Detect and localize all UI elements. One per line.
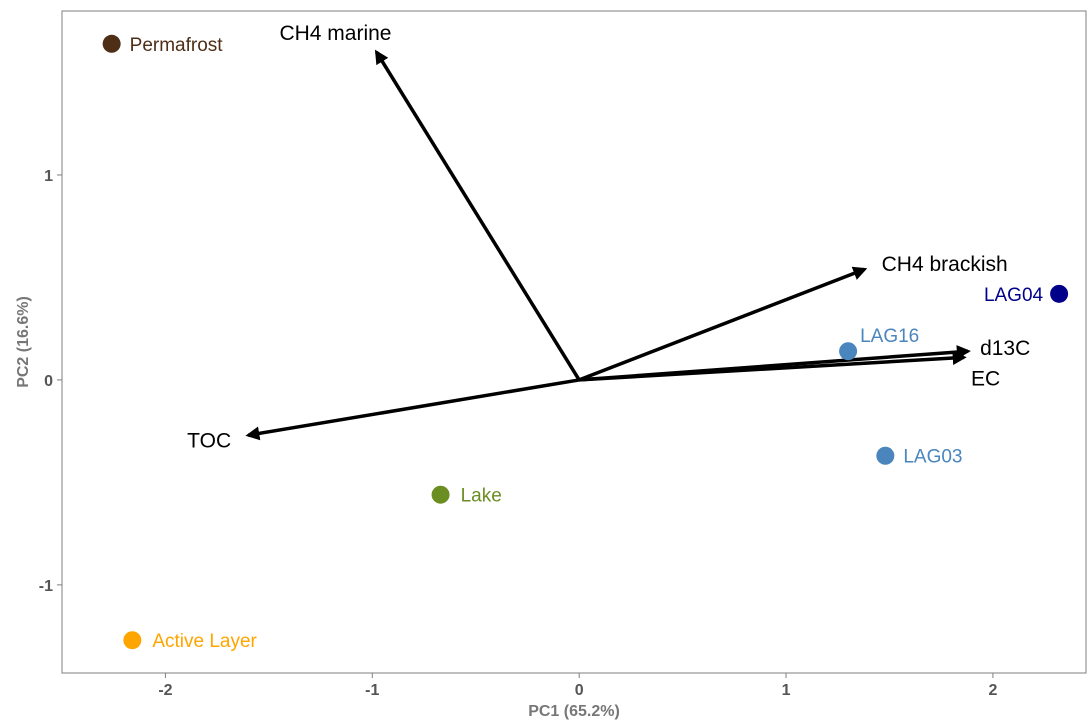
y-tick-label: 0 [44,373,53,390]
vector-label-ch4-marine: CH4 marine [279,22,391,45]
point-lag04 [1050,284,1069,303]
point-lake [431,485,450,504]
x-tick-label: -2 [158,682,172,699]
point-label-lag03: LAG03 [903,447,962,468]
point-label-permafrost: Permafrost [130,35,224,56]
vector-arrow-toc [245,378,580,441]
y-tick-label: -1 [39,578,53,595]
vector-arrow-ec [579,351,967,382]
x-tick-label: 1 [782,682,791,699]
x-axis-title: PC1 (65.2%) [528,703,620,720]
vector-arrow-ch4-brackish [578,266,868,382]
point-active-layer [123,631,142,650]
x-tick-label: 0 [575,682,584,699]
vector-arrow-ch4-marine [374,49,581,381]
sample-points: Permafrost LAG04 LAG16 LAG03 Lake Active Laye… [102,34,1069,652]
vector-label-ec: EC [971,367,1000,390]
y-axis-title: PC2 (16.6%) [15,296,32,388]
vector-label-ch4-brackish: CH4 brackish [882,253,1008,276]
point-label-lag16: LAG16 [860,326,919,347]
x-tick-label: 2 [988,682,997,699]
point-label-lake: Lake [461,486,502,507]
point-label-active-layer: Active Layer [152,631,257,652]
point-lag16 [839,342,858,361]
vector-label-d13c: d13C [980,337,1030,360]
y-tick-label: 1 [44,168,53,185]
y-axis: -1 0 1 [39,168,62,595]
vector-label-toc: TOC [187,429,231,452]
loading-vectors: CH4 marine CH4 brackish d13C EC TOC [187,22,1030,452]
point-lag03 [876,446,895,465]
x-tick-label: -1 [365,682,379,699]
plot-panel-border [61,10,1087,674]
x-axis: -2 -1 0 1 2 [158,673,997,699]
point-permafrost [102,34,121,53]
point-label-lag04: LAG04 [984,285,1044,306]
